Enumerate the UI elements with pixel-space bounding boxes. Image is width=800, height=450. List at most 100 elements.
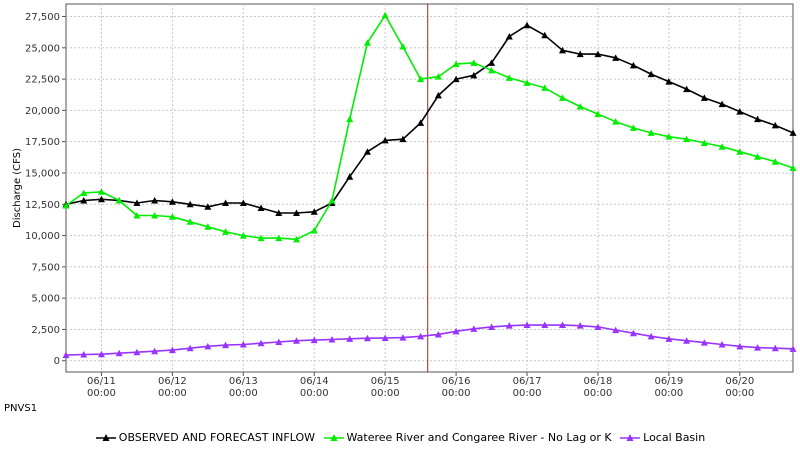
data-point: [417, 119, 425, 126]
y-tick-label: 20,000: [25, 106, 60, 117]
data-point: [434, 73, 442, 80]
x-tick-label: 06/13 00:00: [229, 376, 258, 399]
data-point: [576, 103, 584, 110]
data-point: [629, 329, 637, 337]
data-point: [470, 71, 478, 79]
data-point: [275, 338, 283, 345]
y-tick-label: 22,500: [25, 75, 60, 86]
data-point: [363, 148, 371, 155]
data-point: [399, 135, 407, 143]
data-point: [736, 108, 744, 115]
data-point: [647, 332, 655, 340]
location-label: PNVS1: [4, 403, 38, 414]
data-point: [310, 227, 318, 234]
data-point: [133, 348, 141, 356]
y-axis-ticks: 0 2,500 5,000 7,500 10,000 12,500 15,000 17,500…: [25, 12, 66, 367]
data-point: [80, 350, 88, 358]
data-point: [239, 199, 247, 207]
series-line: [65, 24, 794, 214]
data-point: [665, 78, 673, 85]
data-point: [736, 148, 744, 155]
y-tick-label: 27,500: [25, 12, 60, 23]
y-tick-label: 17,500: [25, 137, 60, 148]
data-point: [647, 129, 655, 136]
legend-marker-icon: [95, 434, 116, 441]
data-point: [700, 94, 708, 101]
data-point: [151, 212, 159, 219]
data-point: [523, 321, 531, 329]
data-point: [239, 340, 247, 348]
data-point: [204, 342, 212, 350]
data-point: [257, 339, 265, 347]
data-point: [346, 335, 354, 342]
data-point: [434, 91, 442, 99]
data-point: [399, 43, 407, 50]
data-point: [257, 204, 265, 212]
data-point: [257, 234, 265, 242]
data-point: [505, 74, 513, 81]
legend-marker-icon: [620, 434, 641, 441]
data-point: [434, 330, 442, 338]
y-tick-label: 10,000: [25, 231, 60, 242]
data-point: [647, 70, 655, 78]
data-point: [629, 124, 637, 131]
data-point: [80, 189, 88, 197]
data-point: [771, 344, 779, 352]
data-point: [186, 218, 194, 225]
plot-area: [65, 3, 794, 373]
data-point: [683, 85, 691, 93]
data-point: [541, 31, 549, 39]
legend-item-wateree-congaree: Wateree River and Congaree River - No La…: [323, 431, 612, 444]
data-point: [505, 33, 513, 40]
legend-item-local-basin: Local Basin: [619, 431, 705, 444]
x-tick-label: 06/20 00:00: [725, 376, 754, 399]
data-point: [452, 60, 460, 68]
data-point: [275, 209, 283, 217]
data-point: [115, 349, 123, 357]
data-point: [683, 337, 691, 344]
data-point: [754, 153, 762, 160]
data-point: [789, 345, 797, 352]
data-point: [151, 197, 159, 204]
data-point: [576, 50, 584, 58]
data-point: [62, 351, 70, 359]
data-point: [115, 197, 123, 204]
data-point: [736, 342, 744, 350]
x-tick-label: 06/11 00:00: [87, 376, 116, 399]
data-point: [204, 203, 212, 210]
data-point: [558, 94, 566, 101]
data-point: [594, 110, 602, 118]
legend-item-observed-inflow: OBSERVED AND FORECAST INFLOW: [95, 431, 315, 444]
legend-label: Local Basin: [643, 431, 706, 444]
data-point: [346, 173, 354, 180]
data-point: [523, 79, 531, 86]
data-point: [523, 21, 531, 29]
legend-label: Wateree River and Congaree River - No La…: [346, 431, 612, 444]
data-point: [346, 115, 354, 123]
data-point: [612, 326, 620, 334]
series-2: [62, 11, 797, 243]
x-tick-label: 06/19 00:00: [654, 376, 683, 399]
data-point: [576, 322, 584, 329]
data-point: [452, 75, 460, 83]
x-axis-ticks: 06/11 00:00 06/12 00:00 06/13 00:00 06/14 00:00…: [87, 372, 754, 399]
data-point: [239, 232, 247, 239]
data-point: [470, 59, 478, 66]
series-line: [65, 324, 794, 356]
series-line: [65, 14, 794, 241]
x-tick-label: 06/12 00:00: [158, 376, 187, 399]
data-point: [683, 135, 691, 143]
data-point: [541, 321, 549, 329]
data-point: [186, 344, 194, 352]
data-point: [417, 332, 425, 340]
data-point: [399, 334, 407, 341]
y-tick-label: 5,000: [31, 294, 60, 305]
data-point: [754, 115, 762, 123]
series-1: [62, 21, 797, 217]
data-point: [488, 59, 496, 66]
chart-legend: OBSERVED AND FORECAST INFLOW Wateree Riv…: [0, 431, 800, 444]
data-point: [789, 164, 797, 171]
data-point: [381, 11, 389, 19]
data-point: [754, 344, 762, 351]
data-point: [558, 46, 566, 54]
